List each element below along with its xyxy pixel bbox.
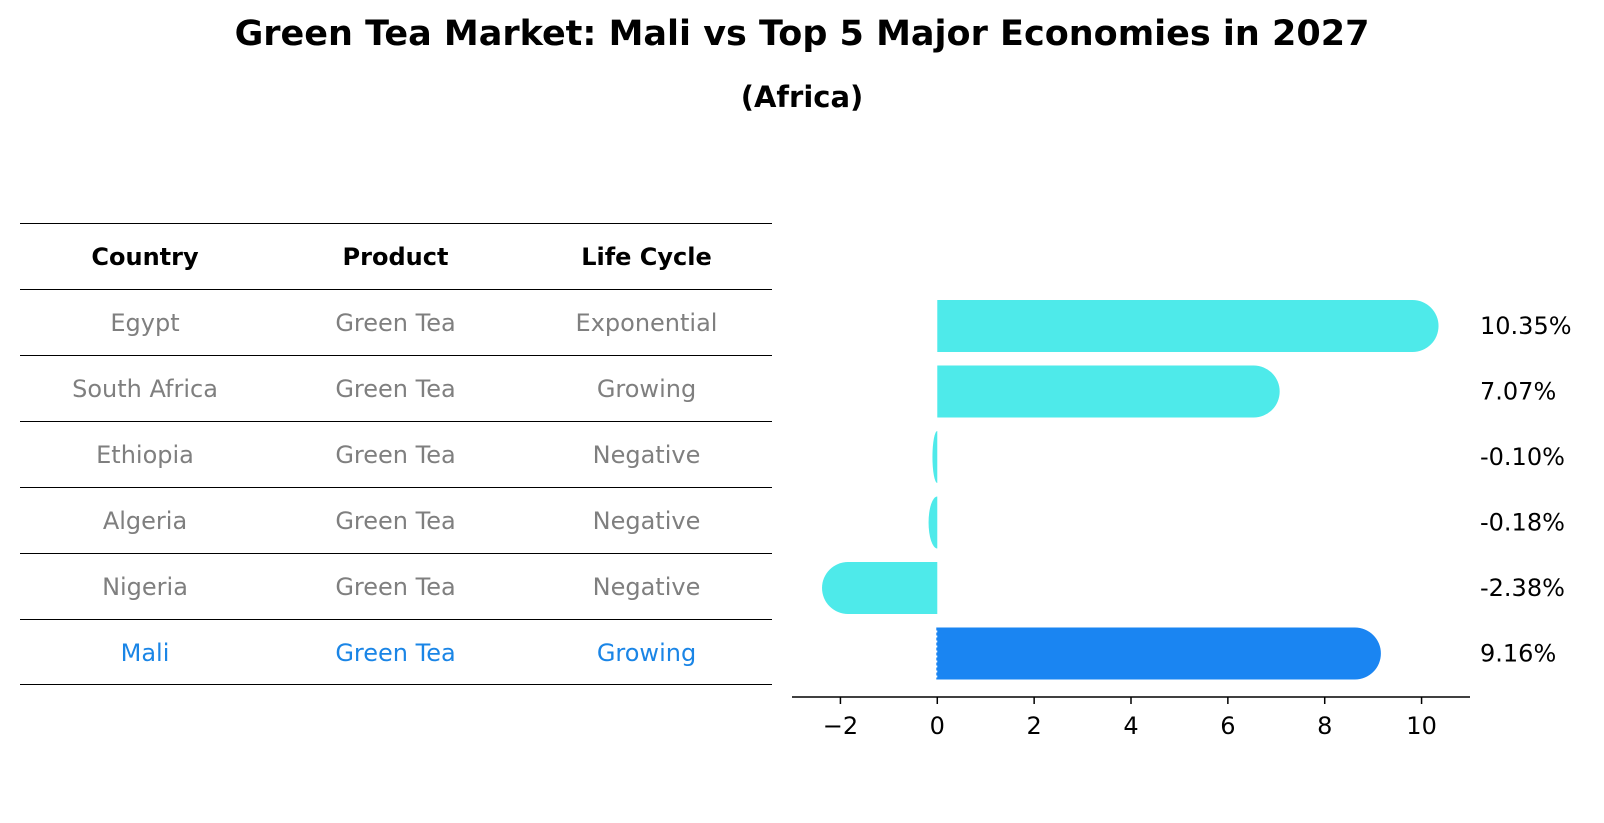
bar-nigeria (822, 562, 938, 614)
x-tick-label: 0 (930, 712, 945, 740)
x-tick-label: 10 (1406, 712, 1437, 740)
cell-product: Green Tea (335, 441, 456, 469)
country-table: Country Product Life Cycle Egypt Green T… (20, 223, 772, 685)
cell-product: Green Tea (335, 309, 456, 337)
x-tick-label: 4 (1123, 712, 1138, 740)
bar-value-label: -0.18% (1480, 509, 1565, 537)
cell-country: Ethiopia (96, 441, 194, 469)
bar-mali (937, 627, 1381, 680)
cell-country: Algeria (102, 507, 188, 535)
cell-country: Mali (120, 639, 170, 667)
x-tick-label: −2 (823, 712, 858, 740)
bar-value-label: -0.10% (1480, 443, 1565, 471)
table-header-row: Country Product Life Cycle (20, 223, 772, 289)
x-tick-label: 8 (1317, 712, 1332, 740)
cell-product: Green Tea (335, 507, 456, 535)
header-life-cycle: Life Cycle (581, 243, 712, 271)
cell-life-cycle: Negative (592, 441, 701, 469)
cell-country: South Africa (72, 375, 218, 403)
table-row: Ethiopia Green Tea Negative (20, 421, 772, 487)
cell-product: Green Tea (335, 375, 456, 403)
bar-value-label: 9.16% (1480, 640, 1556, 668)
table-row: Nigeria Green Tea Negative (20, 553, 772, 619)
table-row: South Africa Green Tea Growing (20, 355, 772, 421)
table-row-highlighted: Mali Green Tea Growing (20, 619, 772, 685)
bar-ethiopia (932, 431, 938, 483)
cell-country: Egypt (110, 309, 180, 337)
x-tick-label: 6 (1220, 712, 1235, 740)
header-product: Product (342, 243, 449, 271)
bar-egypt (937, 300, 1439, 352)
bar-value-label: 7.07% (1480, 378, 1556, 406)
x-tick-label: 2 (1027, 712, 1042, 740)
bar-value-label: -2.38% (1480, 574, 1565, 602)
cell-product: Green Tea (335, 573, 456, 601)
header-country: Country (91, 243, 199, 271)
cell-life-cycle: Growing (596, 639, 697, 667)
cell-life-cycle: Exponential (575, 309, 718, 337)
cell-life-cycle: Growing (596, 375, 697, 403)
table-row: Egypt Green Tea Exponential (20, 289, 772, 355)
table-row: Algeria Green Tea Negative (20, 487, 772, 553)
bar-south-africa (937, 365, 1280, 418)
chart-subtitle: (Africa) (740, 80, 864, 114)
cell-product: Green Tea (335, 639, 456, 667)
cell-life-cycle: Negative (592, 573, 701, 601)
cell-country: Nigeria (102, 573, 188, 601)
bar-value-label: 10.35% (1480, 312, 1572, 340)
cell-life-cycle: Negative (592, 507, 701, 535)
bar-algeria (928, 496, 938, 549)
chart-title: Green Tea Market: Mali vs Top 5 Major Ec… (234, 14, 1370, 54)
